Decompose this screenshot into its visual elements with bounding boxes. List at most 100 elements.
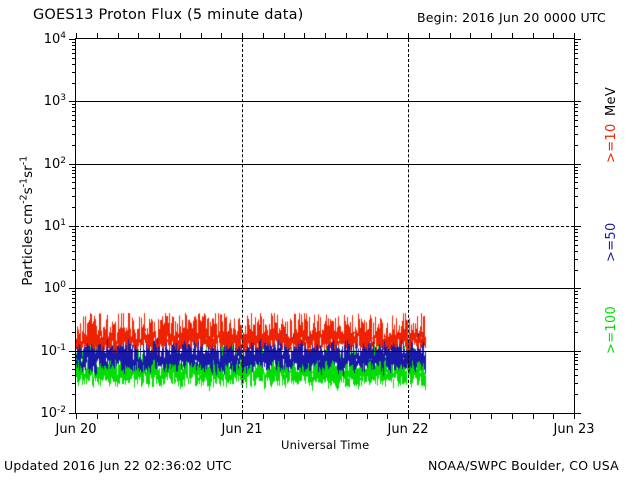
x-tick [553,33,555,39]
legend-unit: MeV [604,86,619,116]
y-tick-minor [72,82,76,84]
y-tick-minor [574,57,578,59]
y-tick-minor [72,133,76,135]
x-tick [138,33,140,39]
y-tick-minor [72,364,76,366]
x-tick [449,413,451,419]
y-tick-minor [574,302,578,304]
x-tick [76,33,77,39]
y-tick-minor [574,239,578,241]
x-tick [325,413,326,419]
y-tick-minor [574,41,578,43]
y-tick-label: 100 [43,280,66,297]
y-tick-minor [72,320,76,322]
y-tick-label: 103 [43,93,66,110]
y-tick-minor [72,244,76,246]
y-tick-major [574,350,581,352]
y-tick-minor [574,45,578,47]
gridline-horizontal-dashed [76,226,574,227]
y-tick-minor [574,297,578,299]
x-tick [387,413,389,419]
y-tick-minor [574,360,578,362]
y-tick-minor [574,244,578,246]
x-tick [511,413,513,419]
y-tick-minor [574,182,578,184]
y-tick-major [574,39,581,40]
y-tick-minor [72,177,76,179]
y-tick-minor [574,120,578,122]
x-tick [96,413,98,419]
y-tick-minor [72,182,76,184]
x-tick [179,413,181,419]
y-tick-minor [574,235,578,237]
x-tick [532,413,534,419]
x-tick [242,413,243,419]
x-tick [117,33,119,39]
y-tick-minor [72,331,76,333]
y-tick-minor [72,258,76,260]
y-tick-minor [574,269,578,271]
chart-title: GOES13 Proton Flux (5 minute data) [33,7,304,23]
y-tick-minor [72,173,76,175]
x-tick [325,33,326,39]
y-tick-major [69,101,76,103]
y-tick-minor [574,394,578,396]
y-tick-minor [574,207,578,209]
x-tick [283,413,285,419]
y-tick-major [69,226,76,227]
y-tick-minor [72,291,76,293]
y-tick-minor [574,107,578,109]
y-tick-minor [72,48,76,50]
y-tick-minor [72,383,76,385]
y-tick-minor [574,364,578,366]
x-tick-label: Jun 21 [221,422,263,437]
y-tick-minor [574,369,578,371]
y-tick-minor [574,71,578,73]
y-tick-label: 104 [43,30,66,48]
x-tick [262,33,264,39]
x-tick [159,413,160,419]
y-tick-minor [574,331,578,333]
y-tick-minor [72,126,76,128]
y-tick-minor [574,232,578,234]
y-tick-minor [72,356,76,358]
x-tick [304,413,306,419]
y-tick-minor [72,269,76,271]
y-tick-minor [574,82,578,84]
y-tick-minor [574,177,578,179]
y-tick-minor [72,196,76,198]
x-tick [221,33,223,39]
y-tick-major [574,288,581,290]
y-tick-minor [72,235,76,237]
x-tick [366,33,368,39]
updated-status: Updated 2016 Jun 22 02:36:02 UTC [4,458,232,473]
x-tick [470,33,472,39]
y-tick-minor [72,302,76,304]
y-tick-minor [72,375,76,377]
y-tick-minor [72,107,76,109]
gridline-horizontal [76,350,574,352]
y-tick-minor [72,169,76,171]
y-tick-minor [72,120,76,122]
x-axis-label: Universal Time [281,438,370,452]
y-tick-minor [574,294,578,296]
y-tick-minor [72,360,76,362]
begin-timestamp: Begin: 2016 Jun 20 0000 UTC [417,10,606,25]
y-tick-minor [574,110,578,112]
x-tick [387,33,389,39]
y-tick-minor [574,166,578,168]
y-tick-major [69,288,76,290]
y-tick-minor [72,63,76,65]
x-tick [470,413,472,419]
y-axis-label: Particles cm-2s-1sr-1 [18,155,36,286]
y-tick-minor [574,291,578,293]
y-tick-label: 101 [43,217,66,235]
x-tick [428,413,430,419]
y-tick-minor [574,144,578,146]
x-tick [117,413,119,419]
y-tick-minor [574,52,578,54]
y-tick-major [69,39,76,40]
y-tick-minor [574,228,578,230]
y-tick-minor [574,188,578,190]
x-tick [553,413,555,419]
